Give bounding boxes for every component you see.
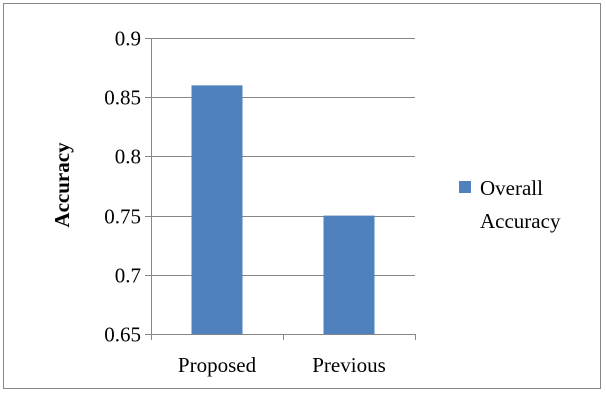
axes [145, 38, 416, 340]
y-tick-label: 0.65 [104, 323, 141, 347]
chart-frame [3, 3, 601, 389]
bar-previous [323, 215, 375, 334]
bars [191, 85, 375, 334]
legend-swatch [459, 181, 471, 193]
legend: Overall Accuracy [459, 176, 561, 233]
y-tick-labels: 0.65 0.7 0.75 0.8 0.85 0.9 [104, 27, 141, 347]
y-tick-label: 0.85 [104, 86, 141, 110]
gridlines [151, 38, 415, 276]
legend-label-line-2: Accuracy [480, 209, 561, 233]
x-tick-label: Proposed [178, 353, 257, 377]
y-tick-label: 0.8 [115, 145, 141, 169]
bar-proposed [191, 85, 243, 334]
y-tick-label: 0.9 [115, 27, 141, 51]
x-tick-label: Previous [312, 353, 386, 377]
legend-label-line-1: Overall [480, 176, 543, 200]
y-tick-label: 0.75 [104, 205, 141, 229]
y-tick-label: 0.7 [115, 264, 141, 288]
y-axis-label: Accuracy [50, 142, 74, 228]
x-tick-labels: Proposed Previous [178, 353, 386, 377]
